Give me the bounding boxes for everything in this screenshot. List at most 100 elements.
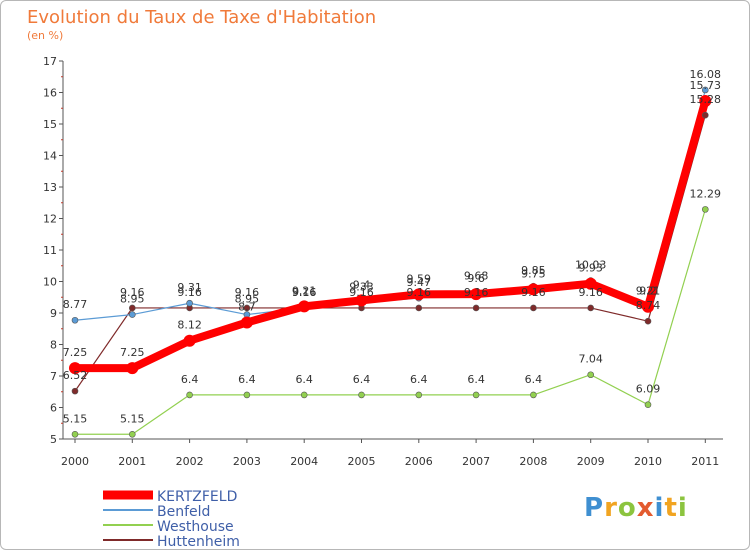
data-label-westhouse: 6.4 — [525, 373, 543, 386]
x-tick-label: 2008 — [519, 455, 547, 468]
data-point-kertzfeld — [412, 288, 425, 301]
data-label-westhouse: 6.4 — [410, 373, 428, 386]
legend-label-huttenheim: Huttenheim — [157, 534, 240, 549]
data-label-kertzfeld: 7.25 — [63, 346, 88, 359]
chart-title: Evolution du Taux de Taxe d'Habitation — [27, 7, 377, 28]
data-point-westhouse — [644, 401, 652, 408]
data-point-benfeld — [701, 86, 709, 94]
data-point-kertzfeld — [699, 95, 712, 108]
chart-axes: 5 6 7 8 9 10 11 12 13 14 15 16 17 2000 2001 2002 2003 200… — [43, 55, 723, 468]
data-point-huttenheim — [530, 304, 537, 312]
y-tick-label: 16 — [43, 87, 57, 100]
data-point-westhouse — [701, 206, 709, 213]
data-point-kertzfeld — [355, 294, 368, 307]
x-tick-label: 2004 — [290, 455, 318, 468]
data-label-huttenheim: 15.28 — [690, 93, 722, 106]
data-label-kertzfeld: 8.12 — [177, 319, 202, 332]
legend-label-westhouse: Westhouse — [157, 519, 234, 535]
data-label-benfeld: 10.03 — [575, 259, 607, 272]
data-point-westhouse — [530, 391, 537, 399]
data-point-kertzfeld — [584, 277, 597, 290]
series-line-westhouse — [74, 208, 706, 435]
x-tick-label: 2006 — [405, 455, 433, 468]
data-point-huttenheim — [701, 111, 709, 119]
data-point-huttenheim — [129, 304, 136, 312]
x-tick-label: 2010 — [634, 455, 662, 468]
data-label-benfeld: 9.16 — [292, 286, 317, 299]
data-label-benfeld: 8.95 — [120, 293, 145, 306]
data-point-kertzfeld — [527, 283, 540, 296]
data-point-westhouse — [186, 391, 193, 399]
data-label-kertzfeld: 15.73 — [690, 79, 722, 92]
y-tick-label: 12 — [43, 213, 57, 226]
data-point-huttenheim — [587, 304, 595, 312]
data-label-huttenheim: 9.16 — [349, 286, 374, 299]
data-point-huttenheim — [472, 304, 480, 312]
data-label-huttenheim: 9.16 — [292, 286, 317, 299]
data-label-westhouse: 5.15 — [63, 412, 88, 425]
data-label-benfeld: 9.68 — [464, 270, 489, 283]
data-label-huttenheim: 9.16 — [407, 286, 432, 299]
x-tick-label: 2011 — [691, 455, 719, 468]
series-line-kertzfeld — [71, 97, 710, 373]
data-label-kertzfeld: 9.2 — [639, 285, 657, 298]
y-tick-label: 13 — [43, 181, 57, 194]
data-label-westhouse: 6.4 — [181, 373, 199, 386]
data-label-benfeld: 8.77 — [63, 298, 88, 311]
data-label-westhouse: 6.09 — [636, 383, 661, 396]
data-point-kertzfeld — [642, 300, 654, 313]
legend-label-benfeld: Benfeld — [157, 504, 210, 520]
data-label-westhouse: 12.29 — [690, 187, 722, 200]
data-label-huttenheim: 9.16 — [521, 286, 546, 299]
proxiti-logo: Proxiti — [584, 493, 688, 523]
data-label-huttenheim: 8.74 — [636, 299, 661, 312]
y-tick-label: 10 — [43, 276, 57, 289]
x-tick-label: 2000 — [61, 455, 89, 468]
data-point-westhouse — [587, 371, 595, 379]
data-label-westhouse: 6.4 — [238, 373, 256, 386]
data-point-kertzfeld — [240, 316, 253, 329]
chart-subtitle: (en %) — [27, 29, 64, 42]
chart-series-lines — [71, 89, 710, 435]
data-label-westhouse: 6.4 — [353, 373, 371, 386]
data-label-westhouse: 6.4 — [467, 373, 485, 386]
data-point-huttenheim — [644, 317, 652, 325]
data-point-kertzfeld — [183, 334, 196, 347]
y-tick-label: 9 — [50, 307, 57, 320]
data-point-westhouse — [243, 391, 251, 399]
data-point-westhouse — [71, 430, 79, 438]
x-tick-label: 2003 — [233, 455, 261, 468]
data-point-kertzfeld — [470, 288, 483, 301]
data-point-kertzfeld — [69, 362, 81, 375]
data-label-benfeld: 9.31 — [177, 281, 202, 294]
data-point-benfeld — [186, 299, 193, 307]
legend-label-kertzfeld: KERTZFELD — [157, 489, 237, 505]
data-label-westhouse: 6.4 — [295, 373, 313, 386]
series-line-huttenheim — [74, 114, 706, 392]
series-line-benfeld — [74, 89, 706, 321]
data-label-benfeld: 9.85 — [521, 264, 546, 277]
data-label-kertzfeld: 9.4 — [353, 278, 371, 291]
data-label-kertzfeld: 9.6 — [467, 272, 485, 285]
data-label-benfeld: 9.47 — [407, 276, 432, 289]
data-point-benfeld — [71, 316, 79, 324]
data-label-kertzfeld: 9.75 — [521, 267, 546, 280]
data-label-huttenheim: 9.16 — [177, 286, 202, 299]
data-point-huttenheim — [71, 387, 79, 395]
data-label-kertzfeld: 9.59 — [407, 272, 432, 285]
y-tick-label: 11 — [43, 244, 57, 257]
y-tick-label: 8 — [50, 339, 57, 352]
data-label-benfeld: 16.08 — [690, 68, 722, 81]
data-label-huttenheim: 9.16 — [235, 286, 260, 299]
data-label-huttenheim: 9.16 — [578, 286, 603, 299]
y-tick-label: 6 — [50, 402, 57, 415]
data-label-kertzfeld: 8.7 — [238, 300, 256, 313]
data-label-huttenheim: 9.16 — [464, 286, 489, 299]
data-point-huttenheim — [415, 304, 423, 312]
y-tick-label: 15 — [43, 118, 57, 131]
data-point-kertzfeld — [298, 300, 311, 313]
chart-data-labels: 7.25 7.25 8.12 8.7 9.21 9.4 9.59 9.6 9.75 9.93 9.2… — [63, 68, 721, 425]
x-tick-label: 2002 — [176, 455, 204, 468]
